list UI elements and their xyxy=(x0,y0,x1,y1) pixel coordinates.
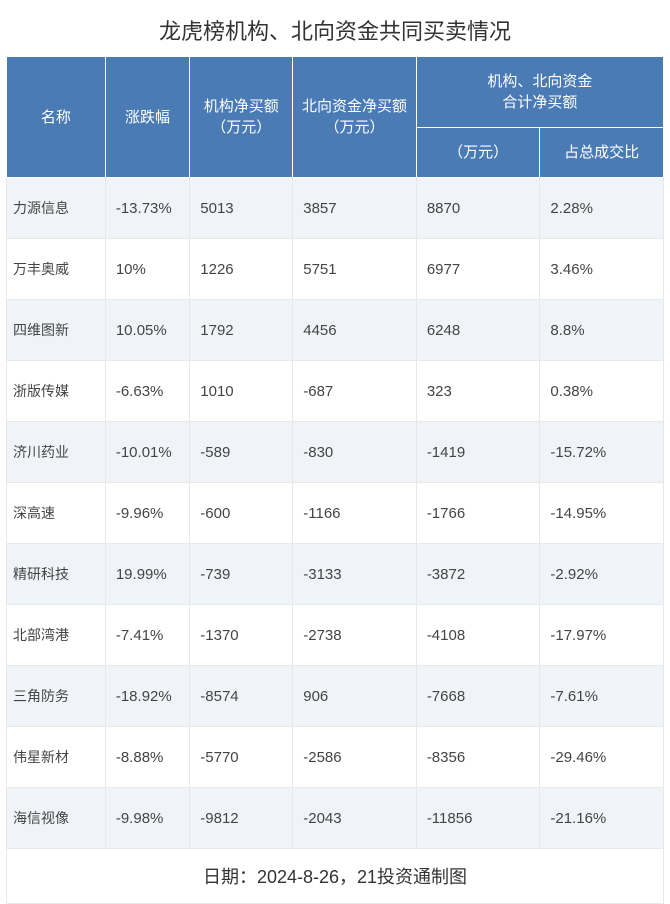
cell-total: 6977 xyxy=(416,239,540,300)
cell-ratio: 8.8% xyxy=(540,300,664,361)
cell-name: 深高速 xyxy=(7,483,106,544)
cell-change: 10.05% xyxy=(105,300,189,361)
header-inst-net-buy: 机构净买额（万元） xyxy=(190,57,293,178)
cell-change: 19.99% xyxy=(105,544,189,605)
cell-total: -1419 xyxy=(416,422,540,483)
cell-ratio: 2.28% xyxy=(540,178,664,239)
cell-inst-net-buy: 1792 xyxy=(190,300,293,361)
cell-total: -3872 xyxy=(416,544,540,605)
table-row: 浙版传媒-6.63%1010-6873230.38% xyxy=(7,361,664,422)
cell-total: 6248 xyxy=(416,300,540,361)
cell-ratio: -15.72% xyxy=(540,422,664,483)
cell-ratio: 3.46% xyxy=(540,239,664,300)
cell-change: -10.01% xyxy=(105,422,189,483)
cell-inst-net-buy: -9812 xyxy=(190,788,293,849)
cell-inst-net-buy: -1370 xyxy=(190,605,293,666)
cell-ratio: 0.38% xyxy=(540,361,664,422)
header-combined-group: 机构、北向资金合计净买额 xyxy=(416,57,663,128)
cell-ratio: -29.46% xyxy=(540,727,664,788)
cell-total: 8870 xyxy=(416,178,540,239)
table-header: 名称 涨跌幅 机构净买额（万元） 北向资金净买额（万元） 机构、北向资金合计净买… xyxy=(7,57,664,178)
cell-change: -6.63% xyxy=(105,361,189,422)
cell-change: -9.96% xyxy=(105,483,189,544)
cell-inst-net-buy: -5770 xyxy=(190,727,293,788)
cell-north-net-buy: -830 xyxy=(293,422,417,483)
cell-inst-net-buy: 1010 xyxy=(190,361,293,422)
data-table: 名称 涨跌幅 机构净买额（万元） 北向资金净买额（万元） 机构、北向资金合计净买… xyxy=(6,56,664,904)
cell-inst-net-buy: -8574 xyxy=(190,666,293,727)
table-row: 北部湾港-7.41%-1370-2738-4108-17.97% xyxy=(7,605,664,666)
cell-north-net-buy: 5751 xyxy=(293,239,417,300)
table-row: 四维图新10.05%1792445662488.8% xyxy=(7,300,664,361)
cell-name: 万丰奥威 xyxy=(7,239,106,300)
table-row: 深高速-9.96%-600-1166-1766-14.95% xyxy=(7,483,664,544)
header-combined-ratio: 占总成交比 xyxy=(540,128,664,178)
table-row: 三角防务-18.92%-8574906-7668-7.61% xyxy=(7,666,664,727)
cell-name: 力源信息 xyxy=(7,178,106,239)
cell-north-net-buy: -687 xyxy=(293,361,417,422)
cell-north-net-buy: 3857 xyxy=(293,178,417,239)
cell-change: -8.88% xyxy=(105,727,189,788)
cell-north-net-buy: -2043 xyxy=(293,788,417,849)
cell-inst-net-buy: -600 xyxy=(190,483,293,544)
cell-north-net-buy: 4456 xyxy=(293,300,417,361)
cell-ratio: -14.95% xyxy=(540,483,664,544)
table-row: 力源信息-13.73%5013385788702.28% xyxy=(7,178,664,239)
cell-name: 北部湾港 xyxy=(7,605,106,666)
cell-ratio: -17.97% xyxy=(540,605,664,666)
cell-north-net-buy: -3133 xyxy=(293,544,417,605)
cell-change: -9.98% xyxy=(105,788,189,849)
cell-north-net-buy: -2738 xyxy=(293,605,417,666)
header-name: 名称 xyxy=(7,57,106,178)
table-row: 济川药业-10.01%-589-830-1419-15.72% xyxy=(7,422,664,483)
cell-ratio: -2.92% xyxy=(540,544,664,605)
header-change: 涨跌幅 xyxy=(105,57,189,178)
cell-north-net-buy: -1166 xyxy=(293,483,417,544)
cell-total: -1766 xyxy=(416,483,540,544)
cell-total: -11856 xyxy=(416,788,540,849)
table-row: 万丰奥威10%1226575169773.46% xyxy=(7,239,664,300)
cell-ratio: -21.16% xyxy=(540,788,664,849)
table-row: 伟星新材-8.88%-5770-2586-8356-29.46% xyxy=(7,727,664,788)
cell-north-net-buy: -2586 xyxy=(293,727,417,788)
cell-total: -8356 xyxy=(416,727,540,788)
cell-inst-net-buy: -589 xyxy=(190,422,293,483)
header-north-net-buy: 北向资金净买额（万元） xyxy=(293,57,417,178)
table-title: 龙虎榜机构、北向资金共同买卖情况 xyxy=(6,8,664,56)
cell-name: 精研科技 xyxy=(7,544,106,605)
header-combined-amount: （万元） xyxy=(416,128,540,178)
cell-ratio: -7.61% xyxy=(540,666,664,727)
table-row: 海信视像-9.98%-9812-2043-11856-21.16% xyxy=(7,788,664,849)
cell-total: -7668 xyxy=(416,666,540,727)
cell-name: 浙版传媒 xyxy=(7,361,106,422)
cell-change: -18.92% xyxy=(105,666,189,727)
cell-change: -13.73% xyxy=(105,178,189,239)
cell-name: 济川药业 xyxy=(7,422,106,483)
cell-name: 伟星新材 xyxy=(7,727,106,788)
table-footer: 日期：2024-8-26，21投资通制图 xyxy=(7,849,664,904)
table-row: 精研科技19.99%-739-3133-3872-2.92% xyxy=(7,544,664,605)
cell-name: 四维图新 xyxy=(7,300,106,361)
table-body: 力源信息-13.73%5013385788702.28%万丰奥威10%12265… xyxy=(7,178,664,849)
cell-name: 三角防务 xyxy=(7,666,106,727)
cell-north-net-buy: 906 xyxy=(293,666,417,727)
cell-inst-net-buy: -739 xyxy=(190,544,293,605)
cell-inst-net-buy: 5013 xyxy=(190,178,293,239)
cell-total: -4108 xyxy=(416,605,540,666)
footer-text: 日期：2024-8-26，21投资通制图 xyxy=(7,849,664,904)
cell-change: -7.41% xyxy=(105,605,189,666)
cell-change: 10% xyxy=(105,239,189,300)
cell-total: 323 xyxy=(416,361,540,422)
cell-name: 海信视像 xyxy=(7,788,106,849)
cell-inst-net-buy: 1226 xyxy=(190,239,293,300)
